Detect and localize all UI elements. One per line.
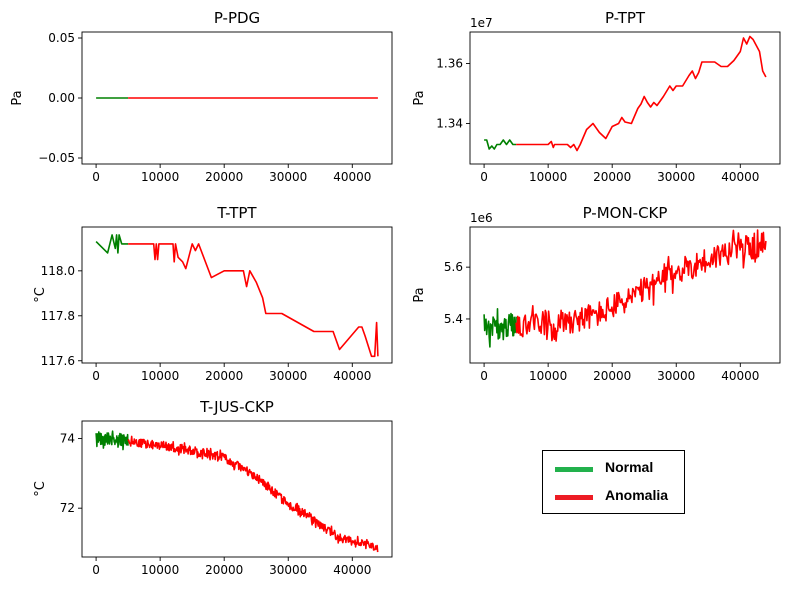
- x-tick-label: 20000: [205, 170, 243, 184]
- x-tick-label: 20000: [205, 563, 243, 577]
- axes-frame: [81, 226, 393, 364]
- x-tick-label: 10000: [529, 170, 567, 184]
- y-tick-label: 1.36: [436, 57, 463, 71]
- y-tick-label: 74: [60, 431, 75, 445]
- legend-swatch-normal: [555, 467, 593, 472]
- subplot-p-pdg: P-PDG 0 10000 20000 30000 40000 −0.05 0.00 0.05 P…: [10, 9, 393, 184]
- chart-title: P-TPT: [605, 9, 646, 27]
- x-tick-label: 0: [480, 369, 488, 383]
- x-tick-label: 0: [480, 170, 488, 184]
- axes-frame: [469, 31, 781, 165]
- y-tick-label: 117.6: [41, 354, 75, 368]
- series-line-normal: [95, 430, 129, 451]
- y-tick-label: 117.8: [41, 309, 75, 323]
- y-axis-label: °C: [33, 287, 48, 303]
- x-tick-label: 30000: [269, 170, 307, 184]
- x-tick-label: 20000: [205, 369, 243, 383]
- chart-title: P-PDG: [214, 9, 260, 27]
- legend-swatch-anomalia: [555, 495, 593, 500]
- y-tick-label: 72: [60, 501, 75, 515]
- x-tick-label: 0: [92, 563, 100, 577]
- chart-title: P-MON-CKP: [583, 204, 668, 222]
- y-tick-label: 0.00: [48, 91, 75, 105]
- legend-label-anomalia: Anomalia: [605, 487, 669, 503]
- x-tick-label: 30000: [657, 369, 695, 383]
- series-line-anomalia: [515, 229, 767, 342]
- series-line-anomalia: [127, 435, 379, 553]
- y-axis-label: °C: [33, 481, 48, 497]
- x-tick-label: 10000: [141, 170, 179, 184]
- legend-label-normal: Normal: [605, 459, 654, 475]
- y-tick-label: 1.34: [436, 117, 463, 131]
- plot-area: [484, 35, 767, 152]
- x-tick-label: 30000: [657, 170, 695, 184]
- plot-area: [95, 430, 379, 553]
- subplot-t-tpt: T-TPT 0 10000 20000 30000 40000 117.6 117.8 118.…: [33, 204, 393, 383]
- x-tick-label: 0: [92, 369, 100, 383]
- y-tick-label: −0.05: [38, 151, 75, 165]
- subplot-p-mon-ckp: P-MON-CKP 0 10000 20000 30000 40000 5.4 5.6 Pa 1e…: [412, 204, 781, 383]
- x-tick-label: 40000: [721, 369, 759, 383]
- x-tick-label: 0: [92, 170, 100, 184]
- subplot-p-tpt: P-TPT 0 10000 20000 30000 40000 1.34 1.36 Pa 1e7: [412, 9, 781, 184]
- series-line-normal: [95, 234, 129, 254]
- y-tick-label: 0.05: [48, 31, 75, 45]
- x-tick-label: 10000: [141, 369, 179, 383]
- legend: Normal Anomalia: [542, 450, 685, 514]
- chart-title: T-TPT: [216, 204, 257, 222]
- subplot-t-jus-ckp: T-JUS-CKP 0 10000 20000 30000 40000 72 74 °C: [33, 398, 393, 577]
- series-line-anomalia: [516, 35, 767, 152]
- x-tick-label: 30000: [269, 563, 307, 577]
- y-axis-label: Pa: [412, 90, 427, 105]
- axes-frame: [81, 420, 393, 558]
- y-axis-label: Pa: [10, 90, 25, 105]
- x-tick-label: 40000: [333, 563, 371, 577]
- chart-title: T-JUS-CKP: [199, 398, 274, 416]
- x-tick-label: 40000: [333, 369, 371, 383]
- series-line-normal: [483, 308, 517, 348]
- series-line-anomalia: [128, 243, 379, 358]
- x-tick-label: 10000: [529, 369, 567, 383]
- axes-frame: [469, 226, 781, 364]
- x-tick-label: 40000: [333, 170, 371, 184]
- y-tick-label: 118.0: [41, 264, 75, 278]
- x-tick-label: 30000: [269, 369, 307, 383]
- y-axis-label: Pa: [412, 287, 427, 302]
- plot-area: [95, 234, 379, 358]
- y-tick-label: 5.6: [444, 260, 463, 274]
- series-line-normal: [484, 139, 517, 150]
- x-tick-label: 10000: [141, 563, 179, 577]
- plot-area: [483, 229, 767, 348]
- axis-offset-label: 1e7: [470, 16, 493, 30]
- x-tick-label: 20000: [593, 170, 631, 184]
- x-tick-label: 40000: [721, 170, 759, 184]
- x-tick-label: 20000: [593, 369, 631, 383]
- axis-offset-label: 1e6: [470, 211, 493, 225]
- y-tick-label: 5.4: [444, 312, 463, 326]
